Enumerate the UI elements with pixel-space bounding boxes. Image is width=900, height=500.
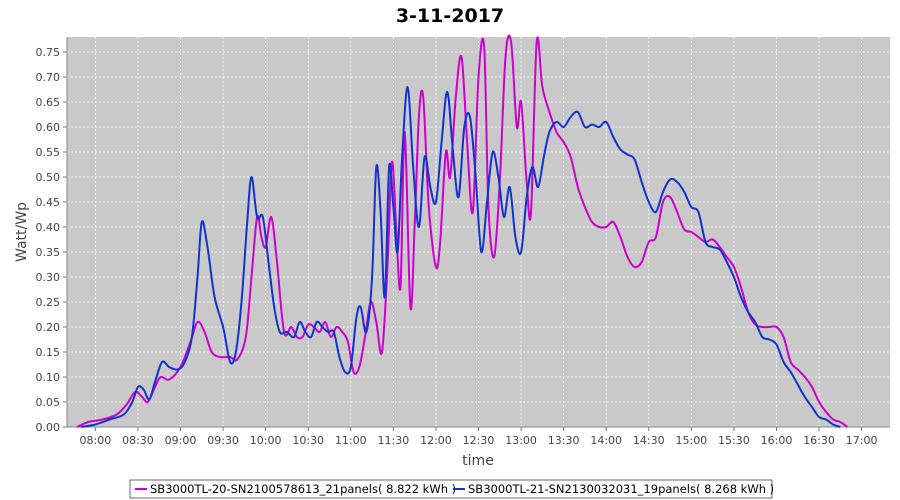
y-tick-label: 0.65: [36, 96, 61, 109]
y-tick-label: 0.60: [36, 121, 61, 134]
y-tick-label: 0.20: [36, 321, 61, 334]
y-tick-label: 0.45: [36, 196, 61, 209]
legend: SB3000TL-20-SN2100578613_21panels( 8.822…: [129, 479, 774, 499]
y-tick-label: 0.30: [36, 271, 61, 284]
x-tick-label: 16:00: [761, 434, 793, 447]
x-tick-label: 11:00: [335, 434, 367, 447]
x-tick-label: 15:30: [718, 434, 750, 447]
x-tick-label: 11:30: [378, 434, 410, 447]
chart-title: 3-11-2017: [396, 5, 504, 27]
legend-box: [129, 479, 773, 499]
y-tick-label: 0.35: [36, 246, 61, 259]
x-tick-label: 10:30: [292, 434, 324, 447]
x-tick-label: 12:00: [420, 434, 452, 447]
x-tick-label: 14:30: [633, 434, 665, 447]
x-tick-label: 09:00: [165, 434, 197, 447]
y-tick-label: 0.10: [36, 371, 61, 384]
x-tick-label: 14:00: [590, 434, 622, 447]
y-tick-label: 0.50: [36, 171, 61, 184]
series-lines: [76, 34, 848, 428]
series-line-1: [76, 34, 848, 428]
y-tick-label: 0.25: [36, 296, 61, 309]
x-tick-label: 08:30: [122, 434, 154, 447]
series-line-2: [81, 85, 841, 428]
x-tick-label: 16:30: [803, 434, 835, 447]
y-tick-label: 0.70: [36, 71, 61, 84]
x-tick-label: 13:00: [505, 434, 537, 447]
x-tick-label: 13:30: [548, 434, 580, 447]
x-tick-label: 17:00: [846, 434, 878, 447]
y-tick-label: 0.05: [36, 396, 61, 409]
y-tick-label: 0.40: [36, 221, 61, 234]
y-axis-label: Watt/Wp: [14, 202, 30, 262]
x-tick-label: 12:30: [463, 434, 495, 447]
y-tick-label: 0.15: [36, 346, 61, 359]
y-tick-label: 0.75: [36, 46, 61, 59]
legend-label-series-2: SB3000TL-21-SN2130032031_19panels( 8.268…: [468, 482, 774, 496]
y-tick-label: 0.55: [36, 146, 61, 159]
grid-lines: [67, 37, 890, 428]
x-tick-label: 08:00: [80, 434, 112, 447]
x-axis-label: time: [462, 453, 494, 469]
axes: 0.00 0.05 0.10 0.15 0.20 0.25 0.30 0.35 0.40 0.45…: [36, 37, 890, 447]
x-tick-label: 15:00: [675, 434, 707, 447]
legend-label-series-1: SB3000TL-20-SN2100578613_21panels( 8.822…: [150, 482, 456, 496]
x-tick-label: 10:00: [250, 434, 282, 447]
y-tick-label: 0.00: [36, 421, 61, 434]
x-tick-label: 09:30: [207, 434, 239, 447]
